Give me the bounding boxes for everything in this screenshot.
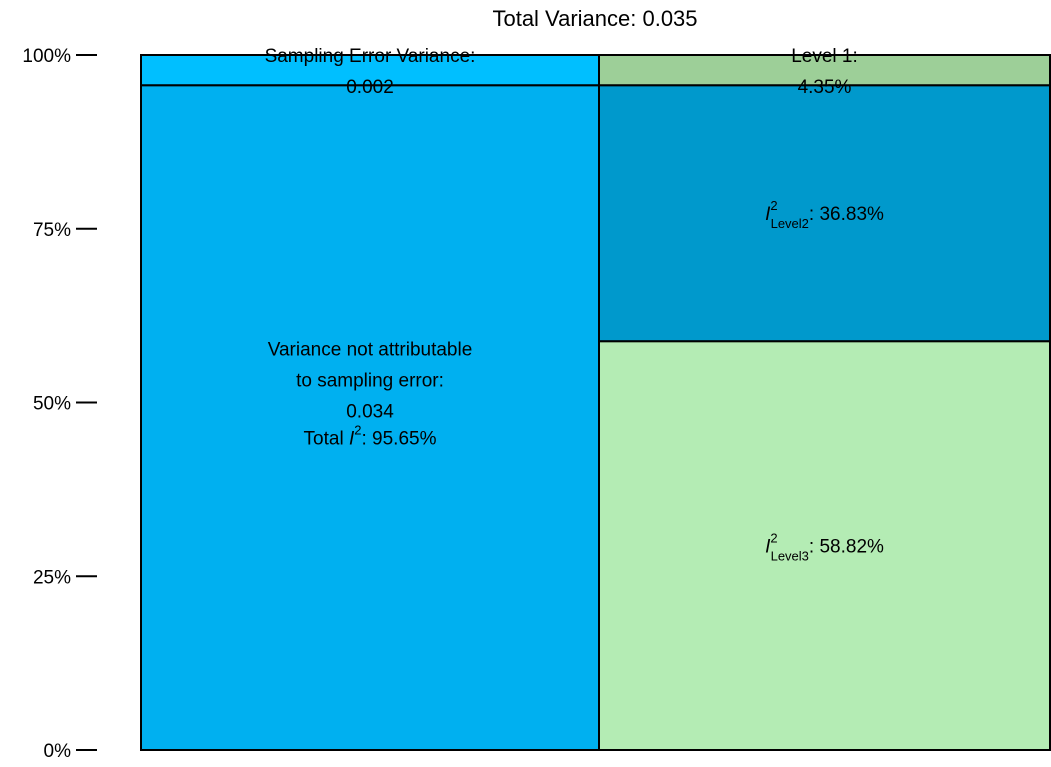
y-tick-label: 50% [33, 394, 71, 415]
y-tick-label: 0% [44, 741, 72, 762]
label-suffix: : 58.82% [809, 537, 884, 558]
label-symbol: I [765, 537, 771, 558]
segment-label: Variance not attributable [268, 340, 473, 361]
segment [598, 54, 1051, 87]
label-sup: 2 [354, 423, 361, 438]
segment-value-label: I2 Level2: 36.83% [765, 198, 884, 231]
label-sub: Level3 [771, 549, 809, 564]
label-suffix: : 95.65% [361, 429, 436, 450]
segment-value-label: Total I2: 95.65% [304, 423, 437, 450]
segment-label: Sampling Error Variance: [265, 46, 476, 67]
segment-label: 0.002 [346, 77, 394, 98]
segment-label: 0.034 [346, 402, 394, 423]
segment-label: 4.35% [798, 77, 852, 98]
label-sub: Level2 [771, 216, 809, 231]
label-prefix: Total [304, 429, 349, 450]
segment-label: Level 1: [791, 46, 858, 67]
segment [598, 340, 1051, 751]
y-tick-label: 25% [33, 567, 71, 588]
segment-label: to sampling error: [296, 371, 444, 392]
label-symbol: I [765, 204, 771, 225]
segment [140, 84, 600, 752]
chart-title: Total Variance: 0.035 [492, 6, 697, 31]
label-sup: 2 [770, 531, 777, 546]
label-symbol: I [349, 429, 355, 450]
y-tick-label: 100% [22, 46, 71, 67]
y-tick-label: 75% [33, 220, 71, 241]
label-sup: 2 [770, 198, 777, 213]
label-suffix: : 36.83% [809, 204, 884, 225]
segment-value-label: I2 Level3: 58.82% [765, 531, 884, 564]
